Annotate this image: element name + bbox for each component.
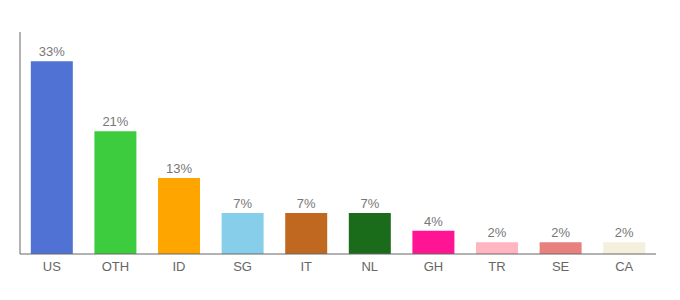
svg-text:NL: NL (361, 259, 378, 274)
svg-text:13%: 13% (166, 161, 192, 176)
svg-text:OTH: OTH (102, 259, 129, 274)
svg-text:US: US (43, 259, 61, 274)
svg-text:SE: SE (552, 259, 570, 274)
svg-text:ID: ID (173, 259, 186, 274)
svg-text:GH: GH (424, 259, 444, 274)
svg-text:7%: 7% (360, 196, 379, 211)
svg-text:CA: CA (615, 259, 633, 274)
svg-text:7%: 7% (297, 196, 316, 211)
svg-text:TR: TR (488, 259, 505, 274)
svg-text:SG: SG (233, 259, 252, 274)
svg-text:21%: 21% (102, 114, 128, 129)
svg-text:IT: IT (300, 259, 312, 274)
svg-text:2%: 2% (615, 225, 634, 240)
svg-text:7%: 7% (233, 196, 252, 211)
svg-text:33%: 33% (39, 44, 65, 59)
svg-text:2%: 2% (488, 225, 507, 240)
svg-text:2%: 2% (551, 225, 570, 240)
svg-text:4%: 4% (424, 214, 443, 229)
